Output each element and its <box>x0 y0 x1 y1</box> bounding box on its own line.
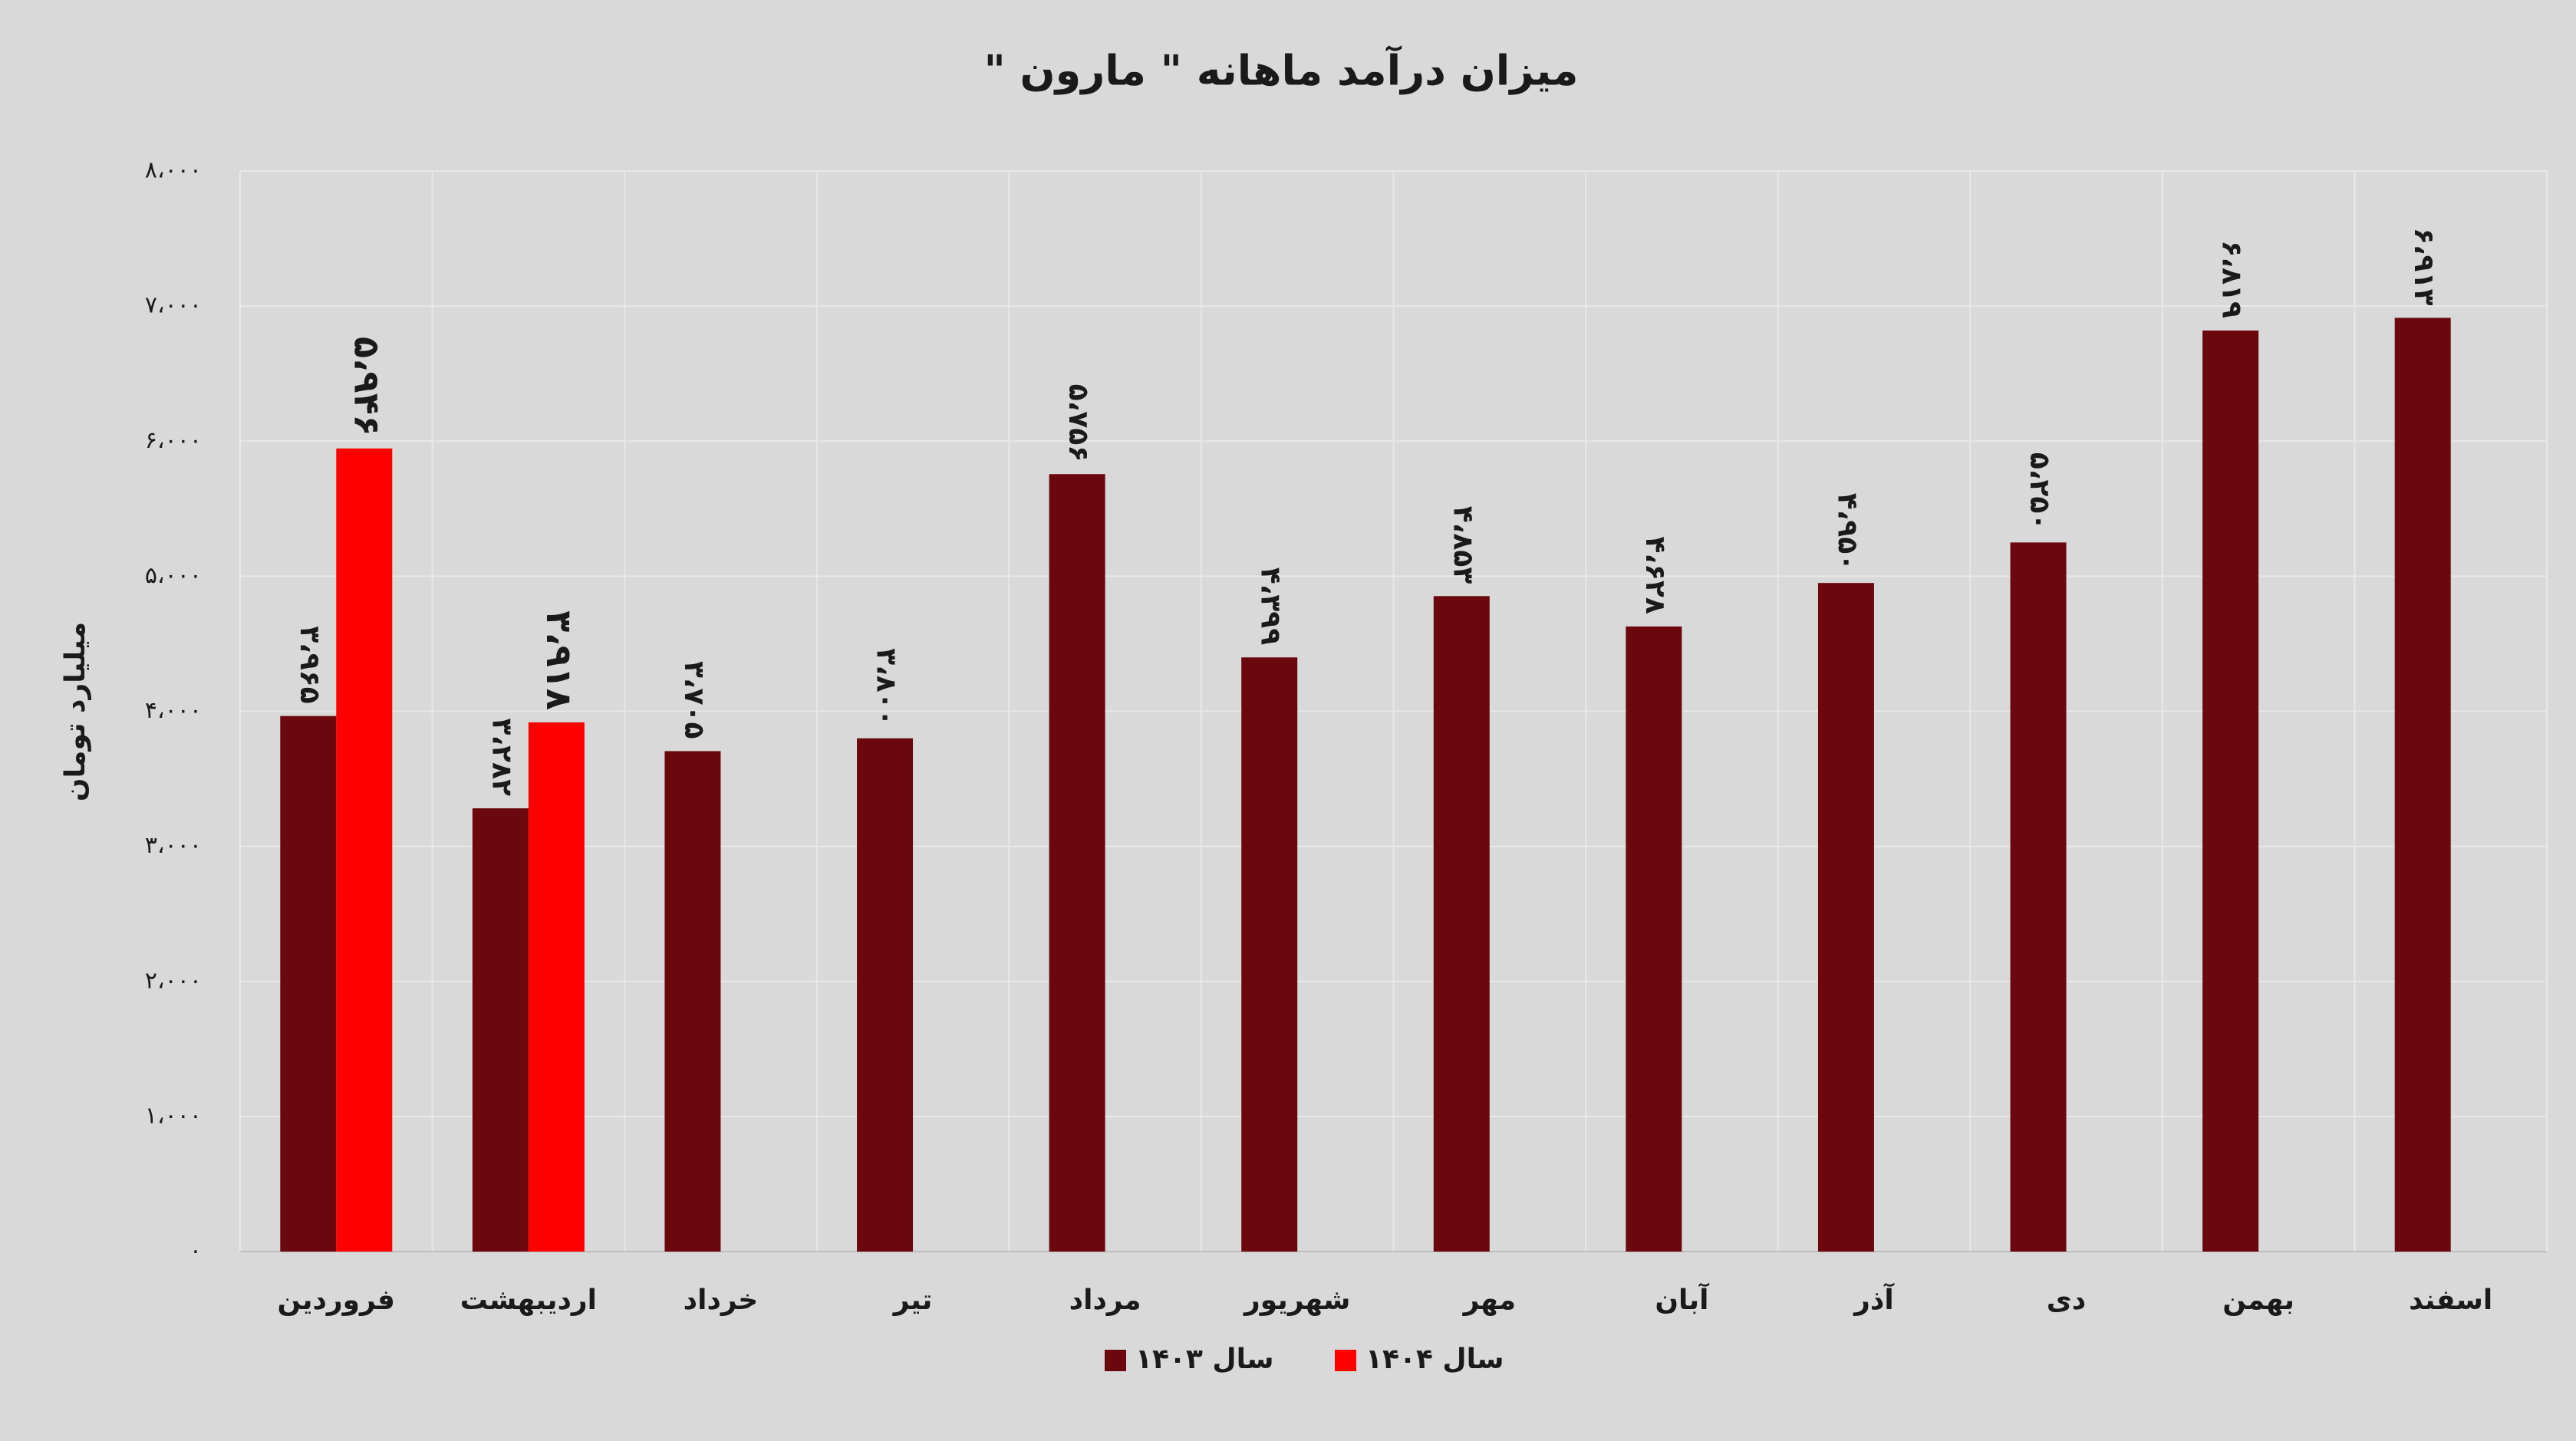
value-label: ۵،۷۵۶ <box>1062 384 1094 462</box>
y-tick-label: ۶،۰۰۰ <box>145 427 202 454</box>
value-label: ۳،۷۰۵ <box>678 661 710 739</box>
x-tick-label: فروردین <box>278 1285 395 1316</box>
y-tick-label: ۸،۰۰۰ <box>145 157 202 184</box>
value-label: ۶،۹۱۳ <box>2408 228 2439 306</box>
value-label: ۳،۲۸۲ <box>486 718 517 796</box>
x-tick-label: دی <box>2047 1285 2086 1316</box>
value-label: ۴،۹۵۰ <box>1831 493 1863 571</box>
bar <box>472 808 529 1252</box>
chart-title: میزان درآمد ماهانه " مارون " <box>984 45 1579 95</box>
value-label: ۳،۸۰۰ <box>871 648 902 726</box>
value-label: ۳،۹۱۸ <box>539 610 580 710</box>
x-tick-label: مهر <box>1462 1285 1516 1316</box>
value-label: ۵،۹۴۶ <box>346 337 387 436</box>
x-tick-label: شهریور <box>1243 1285 1350 1316</box>
legend-swatch <box>1105 1350 1126 1371</box>
x-tick-label: اردیبهشت <box>460 1285 597 1316</box>
bar <box>336 448 393 1252</box>
y-tick-label: ۷،۰۰۰ <box>145 292 202 319</box>
bar <box>2202 331 2259 1252</box>
bar <box>1626 626 1682 1252</box>
y-tick-label: ۱،۰۰۰ <box>145 1102 202 1129</box>
y-tick-label: ۵،۰۰۰ <box>145 562 202 589</box>
bar <box>1817 583 1874 1252</box>
y-tick-label: ۰ <box>189 1238 202 1265</box>
legend-label: سال ۱۴۰۴ <box>1365 1344 1504 1375</box>
bar <box>857 738 914 1252</box>
x-tick-label: مرداد <box>1069 1285 1141 1316</box>
legend-swatch <box>1335 1350 1356 1371</box>
bar <box>1433 596 1490 1252</box>
bar <box>664 751 721 1252</box>
bar <box>280 716 337 1252</box>
x-tick-label: خرداد <box>684 1285 759 1316</box>
y-tick-label: ۲،۰۰۰ <box>145 967 202 994</box>
y-tick-label: ۴،۰۰۰ <box>145 697 202 724</box>
bar <box>528 722 585 1252</box>
value-label: ۶،۸۱۹ <box>2216 240 2248 318</box>
value-label: ۴،۸۵۳ <box>1447 506 1478 584</box>
bar <box>2010 542 2067 1252</box>
y-axis-label: میلیارد تومان <box>60 622 91 801</box>
y-tick-label: ۳،۰۰۰ <box>145 832 202 859</box>
x-tick-label: بهمن <box>2222 1285 2294 1316</box>
value-label: ۴،۳۹۹ <box>1255 568 1286 646</box>
x-tick-label: آذر <box>1853 1282 1895 1316</box>
x-tick-label: آبان <box>1655 1282 1710 1316</box>
value-label: ۴،۶۲۸ <box>1639 536 1671 614</box>
legend-label: سال ۱۴۰۳ <box>1135 1344 1274 1375</box>
bar <box>1049 474 1105 1252</box>
value-label: ۳،۹۶۵ <box>294 626 325 704</box>
x-tick-label: تیر <box>892 1285 933 1316</box>
bar <box>2394 317 2451 1252</box>
value-label: ۵،۲۵۰ <box>2024 452 2055 531</box>
bar <box>1241 657 1298 1252</box>
x-tick-label: اسفند <box>2409 1285 2492 1316</box>
